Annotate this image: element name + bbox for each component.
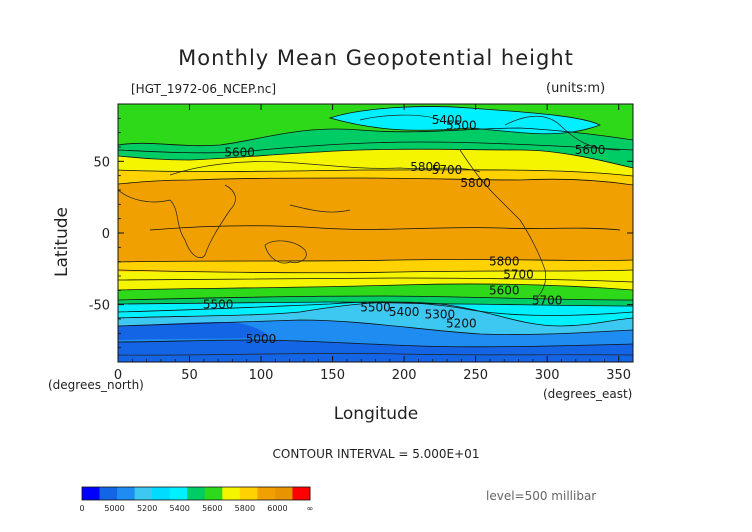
band-south-cut [118,322,270,340]
contour-lines [118,106,633,348]
x-tick-label: 250 [463,368,488,383]
coastlines [118,114,633,356]
colorbar-tick-label: 5400 [170,504,190,513]
colorbar-swatch [222,487,241,500]
x-axis: 0 50 100 150 200 250 300 350 [114,104,631,383]
x-tick-label: 150 [320,368,345,383]
contour-label: 5500 [203,298,234,312]
file-label: [HGT_1972-06_NCEP.nc] [131,82,277,96]
colorbar-tick-label: 5800 [235,504,255,513]
colorbar-swatch [169,487,188,500]
colorbar-tick-label: 5000 [104,504,124,513]
x-units-label: (degrees_east) [543,387,633,401]
colorbar-tick-label: ∞ [307,504,314,513]
contour-label: 5700 [503,268,534,282]
colorbar-swatch [99,487,118,500]
colorbar-swatch [274,487,293,500]
colorbar-swatch [239,487,258,500]
y-units-label: (degrees_north) [48,378,144,392]
x-axis-label: Longitude [333,404,419,424]
y-axis-label: Latitude [52,207,72,277]
colorbar-swatch [82,487,101,500]
y-tick-label: 0 [102,227,110,242]
plot-area [118,104,633,362]
contour-label: 5200 [446,316,477,330]
x-tick-label: 200 [392,368,417,383]
contour-labels: 5500540056005700580055005600580058005700… [203,113,605,346]
contour-label: 5800 [410,160,441,174]
level-label: level=500 millibar [486,489,597,503]
colorbar-swatch [292,487,311,500]
x-tick-label: 350 [606,368,631,383]
colorbar-swatch [117,487,136,500]
contour-label: 5500 [360,301,391,315]
band-south-5800 [118,259,633,273]
contour-label: 5600 [489,283,520,297]
contour-label: 5800 [489,255,520,269]
colorbar-tick-label: 5600 [202,504,222,513]
colorbar-tick-label: 5200 [137,504,157,513]
contour-interval: CONTOUR INTERVAL = 5.000E+01 [272,447,480,461]
contour-label: 5800 [460,176,491,190]
contour-label: 5300 [425,308,456,322]
x-tick-label: 50 [181,368,198,383]
units-label: (units:m) [546,81,606,96]
colorbar-swatch [134,487,153,500]
contour-label: 5000 [246,332,277,346]
band-north-5800 [118,169,633,185]
contour-label: 5700 [432,163,463,177]
colorbar-frame [81,486,311,501]
contour-label: 5600 [224,146,255,160]
colorbar-swatch [187,487,206,500]
y-tick-label: 50 [93,155,110,170]
colorbar-swatch [204,487,223,500]
x-tick-label: 300 [535,368,560,383]
colorbar-tick-label: 6000 [267,504,287,513]
colorbar-swatch [257,487,276,500]
contour-label: 5600 [575,143,606,157]
y-axis: 50 0 -50 [89,117,633,349]
contour-label: 5400 [389,305,420,319]
band-south-lt5000 [118,340,633,362]
colorbar-tick-label: 0 [79,504,84,513]
colorbar: 0 5000 5200 5400 5600 5800 6000 ∞ [79,486,314,513]
x-tick-label: 100 [249,368,274,383]
colorbar-swatch [152,487,171,500]
contour-label: 5400 [432,113,463,127]
y-tick-label: -50 [89,299,110,314]
contour-label: 5500 [446,119,477,133]
contour-label: 5700 [532,293,563,307]
chart-title: Monthly Mean Geopotential height [178,46,574,70]
x-tick-label: 0 [114,368,122,383]
